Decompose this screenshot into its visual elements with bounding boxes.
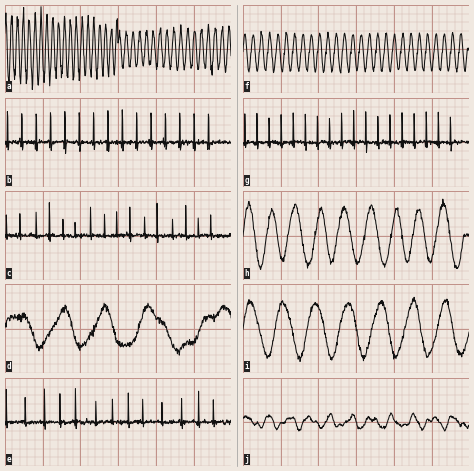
Text: c: c: [7, 269, 11, 278]
Text: j: j: [245, 455, 249, 464]
Text: i: i: [245, 362, 249, 371]
Text: e: e: [7, 455, 11, 464]
Text: g: g: [245, 176, 249, 185]
Text: h: h: [245, 269, 249, 278]
Text: f: f: [245, 82, 249, 91]
Text: d: d: [7, 362, 11, 371]
Text: b: b: [7, 176, 11, 185]
Text: a: a: [7, 82, 11, 91]
